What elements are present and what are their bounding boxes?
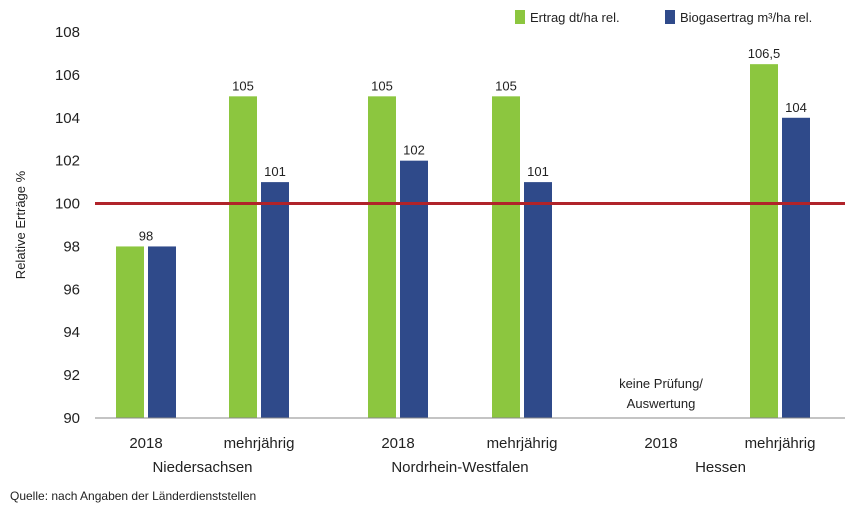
y-tick-label: 106 — [55, 67, 80, 84]
source-note: Quelle: nach Angaben der Länderdienstste… — [10, 489, 256, 503]
data-label: 105 — [371, 78, 393, 93]
x-tick-label: 2018 — [644, 435, 677, 452]
x-axis: 2018 mehrjährig 2018 mehrjährig 2018 mehrjähr… — [95, 376, 845, 476]
y-axis-label: Relative Erträge % — [13, 170, 28, 279]
y-tick-label: 96 — [63, 281, 80, 298]
bar-biogasertrag — [782, 117, 810, 419]
data-label: 104 — [785, 100, 807, 115]
legend-label: Ertrag dt/ha rel. — [530, 10, 620, 25]
data-label: 98 — [139, 228, 153, 243]
x-tick-label: mehrjährig — [224, 435, 295, 452]
y-tick-label: 90 — [63, 410, 80, 427]
group-label: Niedersachsen — [152, 459, 252, 476]
bar-ertrag — [116, 246, 144, 418]
bar-ertrag — [492, 96, 520, 418]
x-tick-label: mehrjährig — [745, 435, 816, 452]
data-label: 102 — [403, 143, 425, 158]
data-label: 105 — [232, 78, 254, 93]
y-tick-label: 104 — [55, 110, 80, 127]
x-tick-label: 2018 — [381, 435, 414, 452]
x-tick-label: mehrjährig — [487, 435, 558, 452]
y-tick-label: 92 — [63, 367, 80, 384]
bar-ertrag — [750, 64, 778, 419]
y-tick-label: 98 — [63, 238, 80, 255]
annotation-text: keine Prüfung/ — [619, 376, 703, 391]
bar-biogasertrag — [400, 160, 428, 418]
bar-ertrag — [368, 96, 396, 418]
data-label: 106,5 — [748, 46, 781, 61]
data-label: 105 — [495, 78, 517, 93]
annotation-text: Auswertung — [627, 396, 696, 411]
legend-label: Biogasertrag m³/ha rel. — [680, 10, 812, 25]
group-label: Nordrhein-Westfalen — [391, 459, 528, 476]
legend-swatch — [665, 10, 675, 24]
bar-biogasertrag — [524, 182, 552, 418]
group-label: Hessen — [695, 459, 746, 476]
legend-swatch — [515, 10, 525, 24]
bar-biogasertrag — [261, 182, 289, 418]
bar-ertrag — [229, 96, 257, 418]
x-tick-label: 2018 — [129, 435, 162, 452]
y-tick-label: 102 — [55, 153, 80, 170]
y-axis: 90 92 94 96 98 100 102 104 106 108 — [55, 24, 80, 427]
y-tick-label: 108 — [55, 24, 80, 41]
y-tick-label: 100 — [55, 196, 80, 213]
legend: Ertrag dt/ha rel. Biogasertrag m³/ha rel. — [515, 10, 812, 25]
bars: 98 105 105 105 106,5 101 102 101 104 — [116, 46, 810, 419]
data-label: 101 — [527, 164, 549, 179]
y-tick-label: 94 — [63, 324, 80, 341]
data-label: 101 — [264, 164, 286, 179]
bar-biogasertrag — [148, 246, 176, 418]
